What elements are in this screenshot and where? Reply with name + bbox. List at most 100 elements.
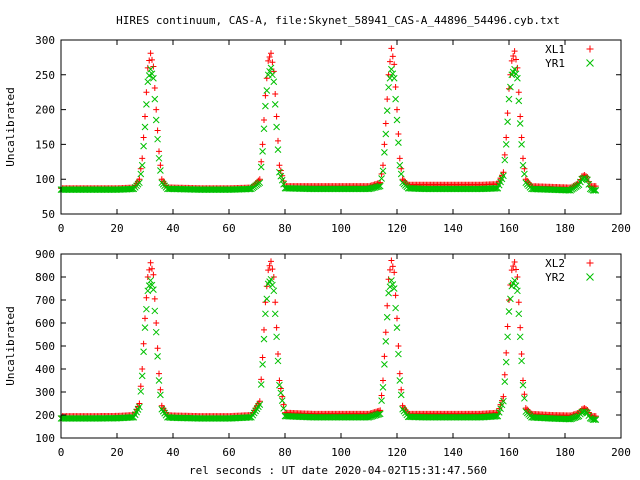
chart-title: HIRES continuum, CAS-A, file:Skynet_5894… <box>116 14 560 27</box>
top-plot-panel: 0 20 40 60 80 100 120 140 160 180 200 50 100 150 200 25… <box>4 34 631 235</box>
bottom-series-xl2 <box>58 257 599 420</box>
top-xl1-point <box>151 85 158 92</box>
top-yr1-point <box>501 156 509 164</box>
bottom-xl2-point <box>520 377 526 384</box>
bottom-xl2-point <box>382 329 389 336</box>
bottom-ytick-label-7: 800 <box>35 271 55 284</box>
top-yr1-point <box>274 146 282 153</box>
bottom-yr2-point <box>143 305 150 313</box>
top-yr1-point <box>584 176 591 184</box>
top-plot-ticks: 0 20 40 60 80 100 120 140 160 180 200 50 100 150 200 25… <box>35 34 631 235</box>
bottom-yr2-point <box>493 412 500 420</box>
bottom-xl2-point <box>275 351 281 358</box>
bottom-yr2-point <box>591 416 598 423</box>
bottom-yr2-point <box>150 286 157 294</box>
bottom-yr2-point <box>136 403 143 411</box>
top-xl1-point <box>510 53 517 60</box>
bottom-xl2-point <box>380 377 386 384</box>
top-yr1-point <box>397 170 405 178</box>
bottom-xl2-point <box>511 259 518 266</box>
bottom-plot-marks <box>57 257 600 423</box>
top-xl1-point <box>500 169 507 176</box>
top-yr1-point <box>260 125 268 133</box>
top-yr1-point <box>263 87 271 94</box>
bottom-yr2-point <box>141 324 149 331</box>
bottom-yr2-point <box>495 409 503 416</box>
top-xl1-point <box>381 141 388 148</box>
bottom-xl2-point <box>261 326 267 333</box>
bottom-yr2-point <box>259 361 266 368</box>
bottom-yr2-point <box>274 357 282 365</box>
top-xl1-point <box>387 58 393 65</box>
bottom-yr2-point <box>257 381 265 388</box>
top-xl1-point <box>388 45 395 52</box>
top-xl1-point <box>268 50 274 57</box>
bottom-plot-frame <box>60 253 622 439</box>
top-yr1-point <box>385 83 392 91</box>
bottom-yr2-point <box>382 338 390 345</box>
top-yr1-point <box>519 161 527 169</box>
top-xl1-point <box>259 141 266 148</box>
top-yr1-point <box>500 172 507 180</box>
top-yr1-point <box>515 97 523 105</box>
top-xtick-label-5: 100 <box>331 222 351 235</box>
top-yr1-point <box>585 181 593 188</box>
top-xl1-point <box>157 162 164 169</box>
bottom-xl2-point <box>378 392 385 399</box>
bottom-yr2-point <box>378 397 385 404</box>
bottom-xl2-point <box>384 302 391 309</box>
bottom-yr2-point <box>518 357 525 365</box>
top-yr1-point <box>271 101 279 108</box>
top-yr1-point <box>278 176 286 184</box>
top-yr1-point <box>259 148 266 155</box>
top-xtick-label-10: 200 <box>611 222 631 235</box>
top-yr1-point <box>143 101 150 108</box>
bottom-yr2-point <box>497 405 504 413</box>
bottom-plot-panel: 0 20 40 60 80 100 120 140 160 180 200 100 200 300 400 5… <box>4 248 631 459</box>
bottom-xl2-point <box>140 340 147 347</box>
top-xl1-point <box>517 113 524 120</box>
top-xtick-label-2: 40 <box>166 222 179 235</box>
legend-label-xl2: XL2 <box>545 257 565 270</box>
top-yr1-point <box>511 65 518 73</box>
top-yr1-point <box>270 78 278 86</box>
top-xl1-point <box>149 56 155 63</box>
bottom-xl2-point <box>522 405 529 412</box>
top-yr1-point <box>507 83 514 91</box>
top-xl1-point <box>261 117 267 124</box>
bottom-ytick-label-0: 100 <box>35 432 55 445</box>
bottom-yr2-point <box>155 377 163 384</box>
bottom-yr2-point <box>381 361 388 368</box>
bottom-yr2-point <box>276 381 283 389</box>
top-yr1-point <box>262 102 269 110</box>
bottom-xl2-point <box>258 376 265 383</box>
bottom-ytick-label-4: 500 <box>35 340 55 353</box>
bottom-yr2-point <box>376 410 384 418</box>
bottom-yr2-point <box>498 401 506 409</box>
bottom-xl2-point <box>503 349 510 356</box>
top-xl1-point <box>515 89 522 96</box>
bottom-yr2-point <box>127 414 135 421</box>
top-yr1-point <box>155 154 163 162</box>
bottom-xl2-point <box>504 323 511 330</box>
top-yr1-point <box>127 185 135 193</box>
top-xl1-point <box>503 134 510 141</box>
bottom-yr2-point <box>262 310 269 318</box>
bottom-yr2-point <box>157 391 164 399</box>
bottom-ytick-label-1: 200 <box>35 409 55 422</box>
top-xl1-point <box>501 151 508 158</box>
top-yr1-point <box>516 120 524 127</box>
bottom-yr2-point <box>278 397 286 404</box>
bottom-xl2-point <box>273 324 280 331</box>
bottom-xl2-point <box>146 266 153 273</box>
top-xl1-point <box>140 134 147 141</box>
legend-label-yr1: YR1 <box>545 57 565 70</box>
top-xl1-point <box>399 176 406 183</box>
top-xl1-point <box>147 50 154 57</box>
bottom-yr2-point <box>385 289 392 297</box>
bottom-yr2-point <box>392 304 399 312</box>
bottom-yr2-point <box>592 416 600 423</box>
top-xl1-point <box>142 113 148 120</box>
top-yr1-point <box>137 170 145 178</box>
bottom-xl2-point <box>389 263 396 270</box>
